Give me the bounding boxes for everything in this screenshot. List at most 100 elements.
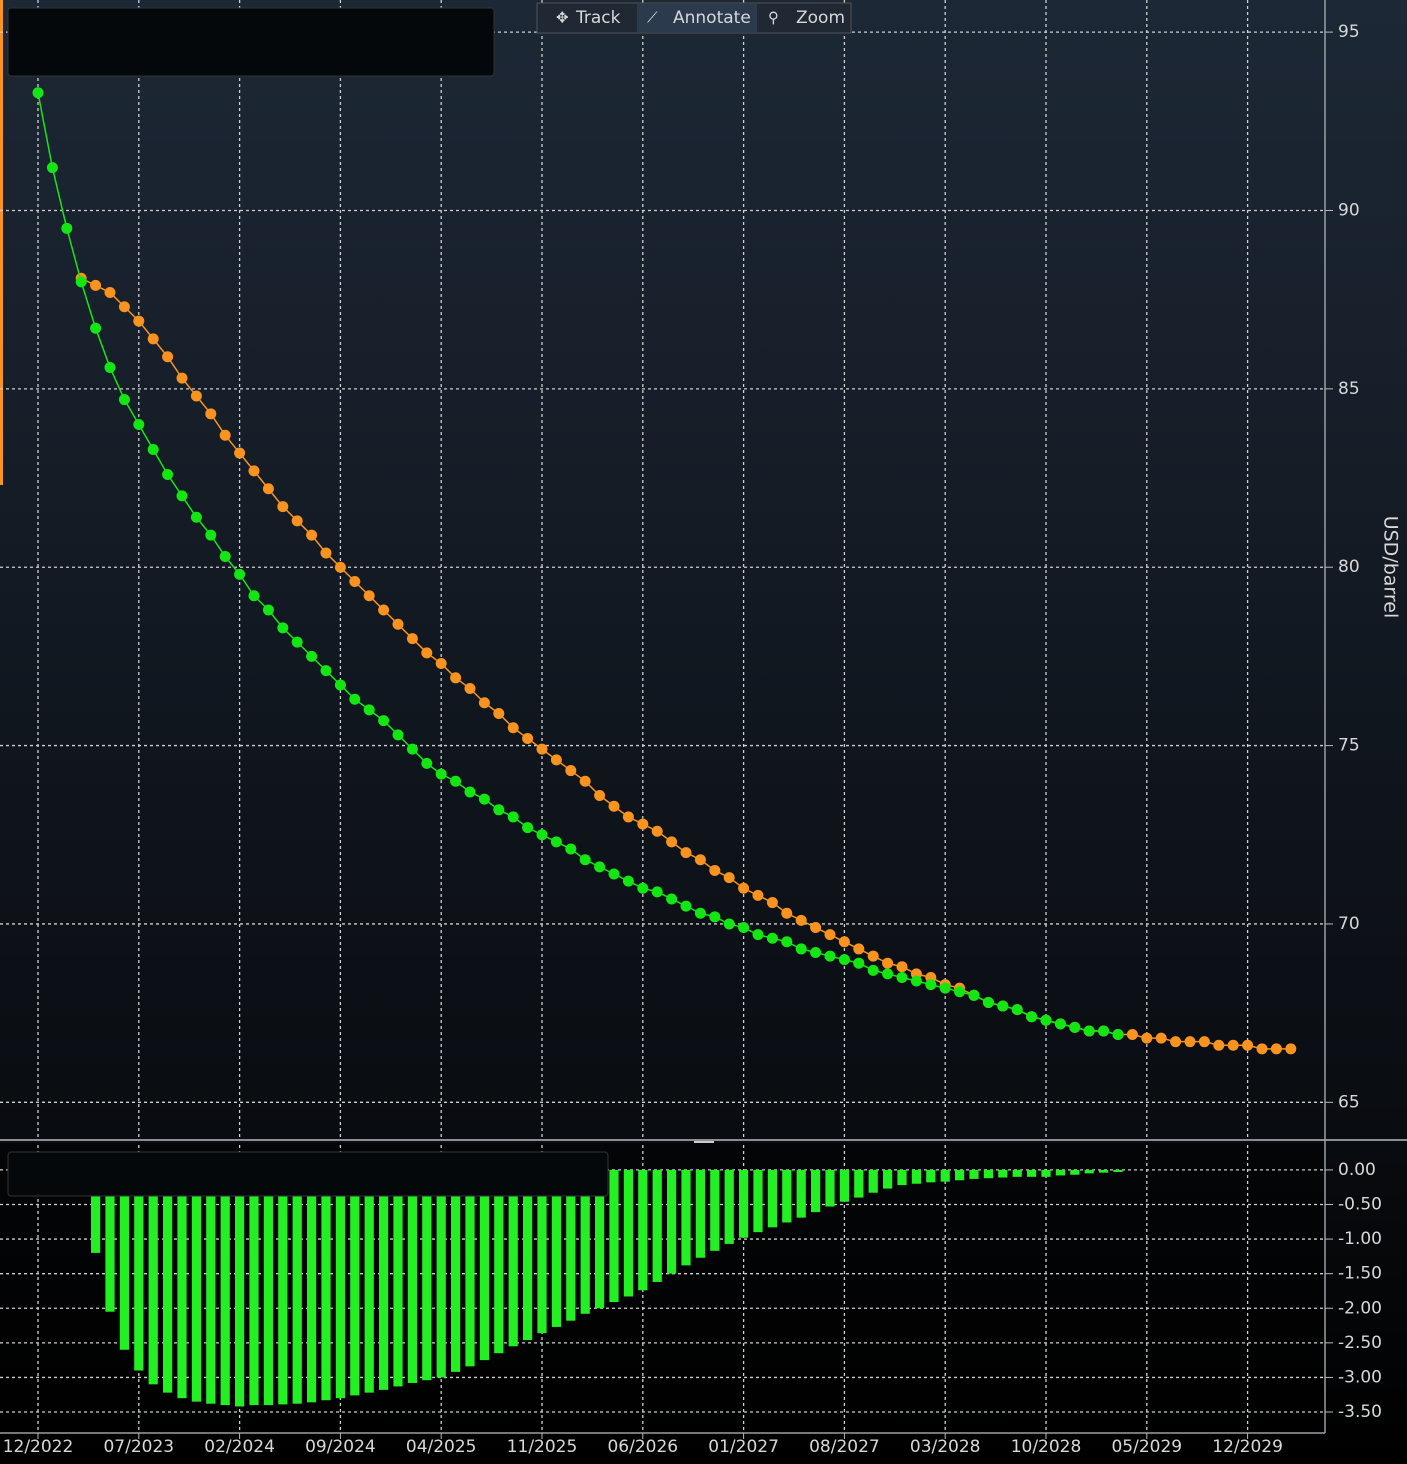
data-point: [320, 665, 332, 677]
data-point: [694, 907, 706, 919]
bar: [681, 1169, 691, 1266]
bar: [292, 1169, 302, 1404]
data-point: [291, 515, 303, 527]
data-point: [622, 811, 634, 823]
bar: [926, 1169, 936, 1183]
bar: [379, 1169, 389, 1390]
bar: [494, 1169, 504, 1354]
left-marker: [0, 0, 3, 485]
bar: [940, 1169, 950, 1182]
data-point: [320, 547, 332, 559]
data-point: [723, 918, 735, 930]
data-point: [795, 914, 807, 926]
bar: [537, 1169, 547, 1334]
data-point: [104, 287, 116, 299]
data-point: [464, 786, 476, 798]
x-tick-label: 10/2028: [1011, 1437, 1082, 1457]
data-point: [594, 861, 606, 873]
y-tick-label: -3.00: [1338, 1367, 1382, 1387]
x-tick-label: 09/2024: [305, 1437, 376, 1457]
data-point: [522, 822, 534, 834]
bar: [479, 1169, 489, 1361]
data-point: [896, 961, 908, 973]
bar: [955, 1169, 965, 1181]
toolbar-button[interactable]: Annotate: [673, 8, 751, 28]
data-point: [680, 847, 692, 859]
bar: [695, 1169, 705, 1258]
data-point: [90, 322, 102, 334]
data-point: [1126, 1029, 1138, 1041]
plot: 65707580859095Crude Oil, Brent : ICE : F…: [0, 0, 1382, 1457]
bar: [393, 1169, 403, 1387]
data-point: [1242, 1039, 1254, 1051]
data-point: [867, 950, 879, 962]
x-tick-label: 03/2028: [910, 1437, 981, 1457]
bar: [436, 1169, 446, 1378]
track-icon: ✥: [556, 9, 569, 27]
data-point: [565, 765, 577, 777]
data-point: [666, 836, 678, 848]
data-point: [810, 946, 822, 958]
data-point: [205, 529, 217, 541]
data-point: [147, 443, 159, 455]
data-point: [608, 800, 620, 812]
bar: [508, 1169, 518, 1347]
bar: [998, 1169, 1008, 1178]
y-tick-label: -0.50: [1338, 1194, 1382, 1214]
y-tick-label: 65: [1338, 1092, 1360, 1112]
data-point: [277, 501, 289, 513]
x-tick-label: 04/2025: [406, 1437, 477, 1457]
x-tick-label: 06/2026: [607, 1437, 678, 1457]
bar: [551, 1169, 561, 1327]
data-point: [1054, 1018, 1066, 1030]
y-tick-label: 70: [1338, 914, 1360, 934]
bar: [724, 1169, 734, 1244]
data-point: [392, 618, 404, 630]
data-point: [795, 943, 807, 955]
data-point: [608, 868, 620, 880]
data-point: [853, 957, 865, 969]
data-point: [824, 950, 836, 962]
data-point: [939, 982, 951, 994]
data-point: [248, 465, 260, 477]
bar: [638, 1169, 648, 1291]
data-point: [1141, 1032, 1153, 1044]
data-point: [622, 875, 634, 887]
bar: [451, 1169, 461, 1372]
data-point: [1270, 1043, 1282, 1055]
data-point: [1040, 1014, 1052, 1026]
toolbar-button[interactable]: Track: [575, 8, 621, 28]
data-point: [882, 957, 894, 969]
data-point: [781, 936, 793, 948]
bar: [883, 1169, 893, 1189]
y-tick-label: -2.50: [1338, 1333, 1382, 1353]
data-point: [349, 575, 361, 587]
data-point: [536, 743, 548, 755]
bar: [911, 1169, 921, 1184]
bar: [580, 1169, 590, 1314]
bar: [897, 1169, 907, 1186]
bar: [767, 1169, 777, 1228]
data-point: [104, 361, 116, 373]
data-point: [1069, 1021, 1081, 1033]
data-point: [637, 818, 649, 830]
data-point: [1098, 1025, 1110, 1037]
data-point: [550, 836, 562, 848]
data-point: [176, 372, 188, 384]
data-point: [32, 87, 44, 99]
data-point: [176, 490, 188, 502]
toolbar-button[interactable]: Zoom: [796, 8, 845, 28]
data-point: [838, 954, 850, 966]
bar: [321, 1169, 331, 1401]
bar: [739, 1169, 749, 1238]
data-point: [450, 672, 462, 684]
data-point: [637, 882, 649, 894]
data-point: [738, 922, 750, 934]
data-point: [666, 893, 678, 905]
data-point: [262, 604, 274, 616]
data-point: [867, 964, 879, 976]
data-point: [1083, 1025, 1095, 1037]
x-tick-label: 08/2027: [809, 1437, 880, 1457]
